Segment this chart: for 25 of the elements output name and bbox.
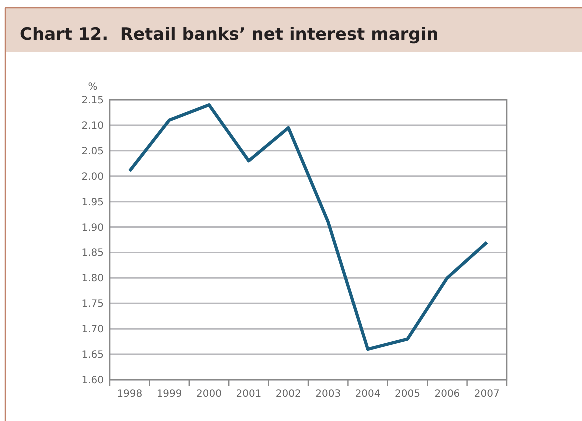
- y-tick-label: 2.10: [82, 120, 104, 132]
- y-tick-label: 1.85: [82, 248, 104, 260]
- line-series: [128, 103, 489, 352]
- x-tick-label: 1998: [117, 389, 143, 400]
- y-tick-label: 1.60: [82, 376, 104, 386]
- y-tick-label: 2.15: [82, 96, 104, 106]
- x-tick-label: 1999: [156, 389, 182, 400]
- x-tick-label: 2002: [276, 389, 302, 400]
- x-tick-label: 2004: [355, 389, 381, 400]
- y-tick-label: 1.75: [82, 299, 104, 310]
- y-tick-label: 1.65: [82, 350, 104, 362]
- y-axis-title: %: [88, 82, 98, 93]
- y-tick-label: 1.70: [82, 324, 104, 336]
- x-tick-label: 2003: [316, 389, 342, 400]
- y-tick-label: 1.90: [82, 222, 104, 234]
- y-tick-label: 1.80: [82, 274, 104, 285]
- x-tick-label: 2007: [474, 389, 500, 400]
- y-tick-label: 1.95: [82, 197, 104, 208]
- x-tick-label: 2006: [434, 389, 460, 400]
- x-tick-label: 2001: [236, 389, 262, 400]
- chart-title: Chart 12. Retail banks’ net interest margin: [20, 25, 439, 45]
- x-tick-label: 2000: [196, 389, 222, 400]
- y-tick-label: 2.05: [82, 146, 104, 158]
- y-tick-label: 2.00: [82, 172, 104, 183]
- x-tick-label: 2005: [395, 389, 420, 400]
